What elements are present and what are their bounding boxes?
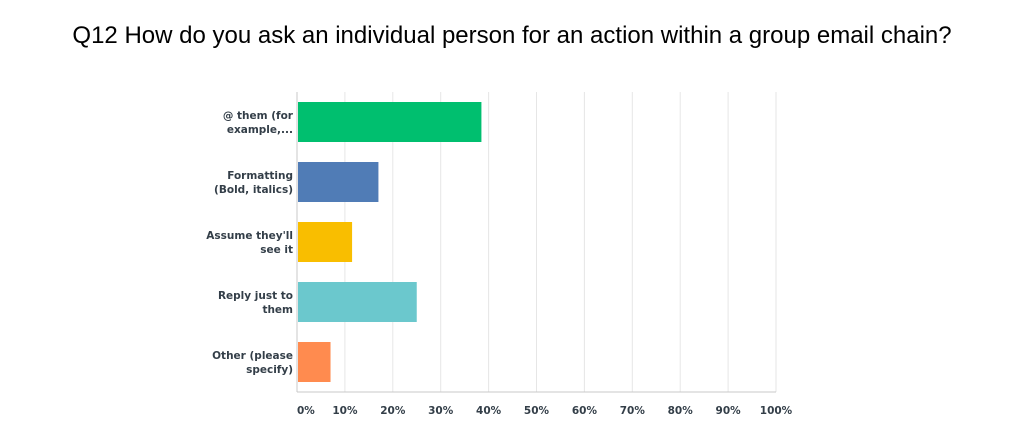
x-tick-label: 100%: [760, 405, 793, 417]
category-label: Reply just to: [218, 290, 293, 302]
category-labels: @ them (for example,... Formatting (Bold, i…: [206, 110, 294, 376]
bar: [298, 102, 482, 142]
category-label: @ them (for: [223, 110, 294, 122]
category-label: them: [262, 304, 293, 316]
x-tick-label: 0%: [297, 405, 315, 417]
category-label: see it: [260, 244, 293, 256]
bar: [298, 162, 379, 202]
category-label: example,...: [227, 124, 293, 136]
chart-title: Q12 How do you ask an individual person …: [72, 22, 952, 49]
x-tick-label: 30%: [428, 405, 454, 417]
category-label: Formatting: [227, 170, 293, 182]
x-tick-label: 70%: [620, 405, 646, 417]
x-tick-labels: 0% 10% 20% 30% 40% 50% 60% 70% 80% 90% 100%: [297, 405, 793, 417]
x-tick-label: 40%: [476, 405, 502, 417]
x-tick-label: 90%: [716, 405, 742, 417]
bar: [298, 282, 417, 322]
bars: [298, 102, 482, 382]
bar: [298, 222, 353, 262]
x-tick-label: 60%: [572, 405, 598, 417]
category-label: (Bold, italics): [214, 184, 293, 196]
category-label: specify): [246, 364, 293, 376]
category-label: Assume they'll: [206, 230, 293, 242]
x-tick-label: 80%: [668, 405, 694, 417]
x-tick-label: 50%: [524, 405, 550, 417]
x-tick-label: 10%: [332, 405, 358, 417]
category-label: Other (please: [212, 350, 293, 362]
bar: [298, 342, 331, 382]
x-tick-label: 20%: [380, 405, 406, 417]
